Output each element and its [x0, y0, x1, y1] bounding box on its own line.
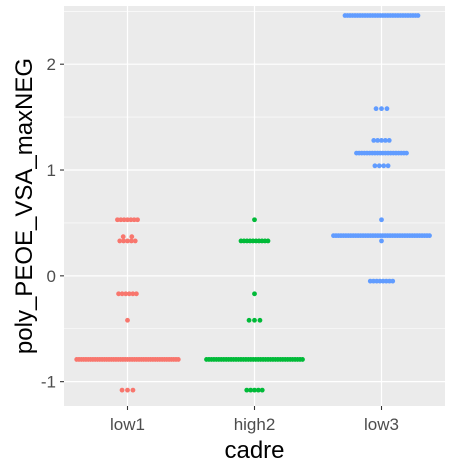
- y-axis-title: poly_PEOE_VSA_maxNEG: [11, 58, 38, 354]
- data-point: [379, 137, 384, 143]
- data-point: [128, 238, 134, 244]
- data-point: [244, 387, 250, 393]
- data-point: [126, 291, 132, 297]
- data-point: [123, 291, 129, 297]
- data-point: [252, 317, 257, 323]
- data-points: [74, 13, 432, 393]
- data-point: [121, 217, 127, 223]
- major-gridlines: [64, 6, 445, 406]
- data-point: [125, 238, 130, 244]
- data-point: [132, 238, 138, 244]
- data-point: [385, 163, 391, 169]
- data-point: [252, 291, 257, 297]
- data-point: [252, 217, 257, 223]
- data-point: [120, 234, 126, 240]
- data-point: [259, 387, 265, 393]
- data-point: [117, 238, 123, 244]
- data-point: [375, 137, 381, 143]
- data-point: [379, 217, 384, 223]
- data-point: [376, 163, 382, 169]
- data-point: [390, 278, 396, 284]
- data-point: [379, 238, 384, 244]
- data-point: [384, 106, 390, 112]
- data-point: [125, 317, 130, 323]
- data-point: [246, 317, 252, 323]
- data-point: [255, 387, 261, 393]
- data-point: [379, 106, 384, 112]
- data-point: [130, 291, 136, 297]
- data-point: [371, 137, 377, 143]
- data-point: [134, 291, 139, 297]
- data-point: [130, 387, 136, 393]
- data-point: [128, 217, 134, 223]
- data-point: [372, 163, 378, 169]
- data-point: [135, 217, 140, 223]
- data-point: [427, 233, 432, 239]
- data-point: [131, 217, 137, 223]
- data-point: [175, 357, 181, 362]
- tick-labels: -1 0 1 2 low1 high2 low3: [41, 55, 399, 434]
- data-point: [415, 13, 421, 18]
- data-point: [118, 217, 124, 223]
- data-point: [125, 217, 130, 223]
- data-point: [129, 234, 135, 240]
- data-point: [257, 317, 263, 323]
- data-point: [121, 238, 127, 244]
- y-tick-label: 0: [47, 267, 56, 286]
- data-point: [119, 387, 125, 393]
- data-point: [125, 387, 130, 393]
- data-point: [381, 163, 387, 169]
- y-tick-label: -1: [41, 373, 56, 392]
- y-tick-label: 2: [47, 55, 56, 74]
- data-point: [382, 137, 388, 143]
- x-tick-label: low1: [110, 415, 145, 434]
- data-point: [300, 357, 305, 362]
- x-tick-label: low3: [364, 415, 399, 434]
- data-point: [373, 106, 379, 112]
- data-point: [265, 238, 271, 244]
- data-point: [115, 217, 120, 223]
- data-point: [116, 291, 121, 297]
- x-tick-label: high2: [234, 415, 276, 434]
- data-point: [119, 291, 125, 297]
- data-point: [386, 137, 392, 143]
- x-axis-title: cadre: [224, 437, 284, 464]
- y-tick-label: 1: [47, 161, 56, 180]
- axis-ticks: [60, 63, 383, 410]
- data-point: [252, 387, 257, 393]
- data-point: [404, 150, 409, 156]
- data-point: [248, 387, 254, 393]
